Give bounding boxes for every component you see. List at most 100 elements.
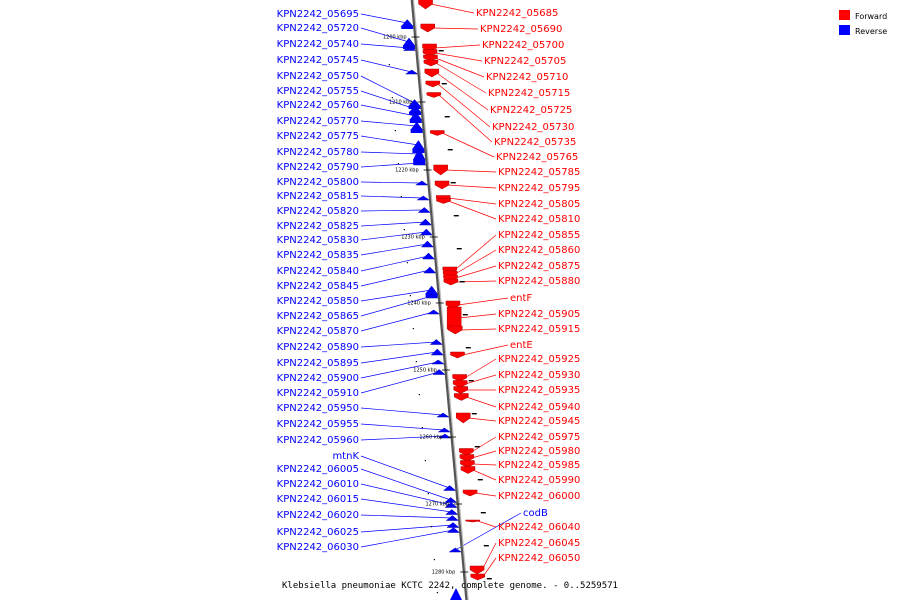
reverse-gene-shape[interactable] [445,515,460,521]
forward-gene-label[interactable]: KPN2242_05685 [476,8,558,19]
forward-gene-shape[interactable] [459,448,474,456]
reverse-gene-label[interactable]: KPN2242_05845 [277,281,359,292]
forward-gene-label[interactable]: KPN2242_05785 [498,167,580,178]
reverse-gene-label[interactable]: KPN2242_05890 [277,342,359,353]
forward-gene-label[interactable]: KPN2242_05805 [498,199,580,210]
reverse-gene-shape[interactable] [415,180,429,186]
forward-gene-label[interactable]: KPN2242_05725 [490,105,572,116]
forward-gene-shape[interactable] [460,466,476,474]
forward-gene-label[interactable]: KPN2242_05945 [498,416,580,427]
reverse-gene-shape[interactable] [404,69,419,75]
forward-gene-shape[interactable] [436,198,451,204]
reverse-gene-label[interactable]: KPN2242_05770 [277,116,359,127]
reverse-gene-shape[interactable] [409,111,423,123]
reverse-gene-label[interactable]: KPN2242_05850 [277,296,359,307]
reverse-gene-label[interactable]: KPN2242_06020 [277,510,359,521]
forward-gene-shape[interactable] [426,92,442,98]
forward-gene-label[interactable]: KPN2242_05730 [492,122,574,133]
reverse-gene-label[interactable]: KPN2242_05835 [277,250,359,261]
reverse-gene-label[interactable]: KPN2242_05910 [277,388,359,399]
reverse-gene-label[interactable]: KPN2242_05895 [277,358,359,369]
reverse-gene-shape[interactable] [410,121,424,133]
forward-gene-label[interactable]: KPN2242_05810 [498,214,580,225]
reverse-gene-label[interactable]: KPN2242_06015 [277,494,359,505]
forward-gene-label[interactable]: KPN2242_05875 [498,261,580,272]
forward-gene-label[interactable]: KPN2242_05980 [498,446,580,457]
reverse-gene-label[interactable]: KPN2242_06030 [277,542,359,553]
reverse-gene-shape[interactable] [438,433,452,439]
reverse-gene-shape[interactable] [400,19,414,30]
forward-gene-shape[interactable] [462,489,478,497]
forward-gene-label[interactable]: KPN2242_06050 [498,553,580,564]
reverse-gene-shape[interactable] [445,509,459,515]
forward-gene-label[interactable]: KPN2242_05855 [498,230,580,241]
reverse-gene-label[interactable]: mtnK [332,451,359,462]
forward-gene-shape[interactable] [443,278,459,286]
reverse-gene-label[interactable]: KPN2242_05900 [277,373,359,384]
reverse-gene-label[interactable]: KPN2242_06010 [277,479,359,490]
forward-gene-label[interactable]: KPN2242_06040 [498,522,580,533]
forward-gene-shape[interactable] [447,325,463,335]
reverse-gene-shape[interactable] [402,45,417,51]
forward-gene-shape[interactable] [452,380,468,388]
reverse-gene-label[interactable]: KPN2242_05865 [277,311,359,322]
forward-gene-shape[interactable] [453,386,468,394]
forward-gene-shape[interactable] [423,59,439,67]
reverse-gene-label[interactable]: KPN2242_05755 [277,86,359,97]
forward-gene-shape[interactable] [420,23,435,33]
forward-gene-label[interactable]: KPN2242_05935 [498,385,580,396]
reverse-gene-label[interactable]: KPN2242_06025 [277,527,359,538]
reverse-gene-shape[interactable] [446,522,460,528]
forward-gene-label[interactable]: KPN2242_05700 [482,40,564,51]
reverse-gene-label[interactable]: KPN2242_05745 [277,55,359,66]
forward-gene-label[interactable]: KPN2242_05985 [498,460,580,471]
reverse-gene-shape[interactable] [442,485,457,491]
forward-gene-shape[interactable] [469,565,485,575]
reverse-gene-shape[interactable] [421,252,436,260]
forward-gene-label[interactable]: KPN2242_05940 [498,402,580,413]
reverse-gene-label[interactable]: KPN2242_05695 [277,9,359,20]
reverse-gene-shape[interactable] [432,369,446,375]
reverse-gene-shape[interactable] [416,195,431,201]
forward-gene-shape[interactable] [433,164,448,176]
forward-gene-shape[interactable] [459,454,475,462]
reverse-gene-shape[interactable] [413,160,427,166]
forward-gene-label[interactable]: KPN2242_05765 [496,152,578,163]
forward-gene-shape[interactable] [450,351,465,359]
reverse-gene-label[interactable]: KPN2242_05820 [277,206,359,217]
reverse-gene-shape[interactable] [425,293,439,299]
forward-gene-label[interactable]: KPN2242_06045 [498,538,580,549]
reverse-gene-label[interactable]: KPN2242_05800 [277,177,359,188]
forward-gene-shape[interactable] [423,54,438,62]
forward-gene-shape[interactable] [465,519,480,523]
forward-gene-label[interactable]: KPN2242_05975 [498,432,580,443]
forward-gene-shape[interactable] [425,80,441,88]
reverse-gene-label[interactable]: KPN2242_05830 [277,235,359,246]
reverse-gene-label[interactable]: KPN2242_05840 [277,266,359,277]
reverse-gene-label[interactable]: KPN2242_05815 [277,191,359,202]
forward-gene-shape[interactable] [470,573,485,581]
reverse-gene-shape[interactable] [420,240,435,248]
forward-gene-label[interactable]: KPN2242_05930 [498,370,580,381]
forward-gene-shape[interactable] [460,460,475,468]
reverse-gene-label[interactable]: KPN2242_05790 [277,162,359,173]
reverse-gene-shape[interactable] [444,502,458,508]
forward-gene-label[interactable]: KPN2242_05715 [488,88,570,99]
reverse-gene-shape[interactable] [417,207,431,213]
reverse-gene-shape[interactable] [431,359,445,365]
reverse-gene-label[interactable]: KPN2242_05760 [277,100,359,111]
forward-gene-label[interactable]: KPN2242_05705 [484,56,566,67]
reverse-gene-shape[interactable] [436,412,450,418]
forward-gene-label[interactable]: KPN2242_05735 [494,137,576,148]
forward-gene-label[interactable]: KPN2242_06000 [498,491,580,502]
reverse-gene-shape[interactable] [429,339,444,345]
forward-gene-shape[interactable] [430,130,445,136]
reverse-gene-shape[interactable] [419,228,433,236]
forward-gene-label[interactable]: KPN2242_05710 [486,72,568,83]
forward-gene-shape[interactable] [434,180,450,190]
reverse-gene-label[interactable]: codB [523,508,548,519]
reverse-gene-shape[interactable] [446,527,461,533]
reverse-gene-shape[interactable] [437,427,452,433]
reverse-gene-label[interactable]: KPN2242_05780 [277,147,359,158]
reverse-gene-label[interactable]: KPN2242_05950 [277,403,359,414]
